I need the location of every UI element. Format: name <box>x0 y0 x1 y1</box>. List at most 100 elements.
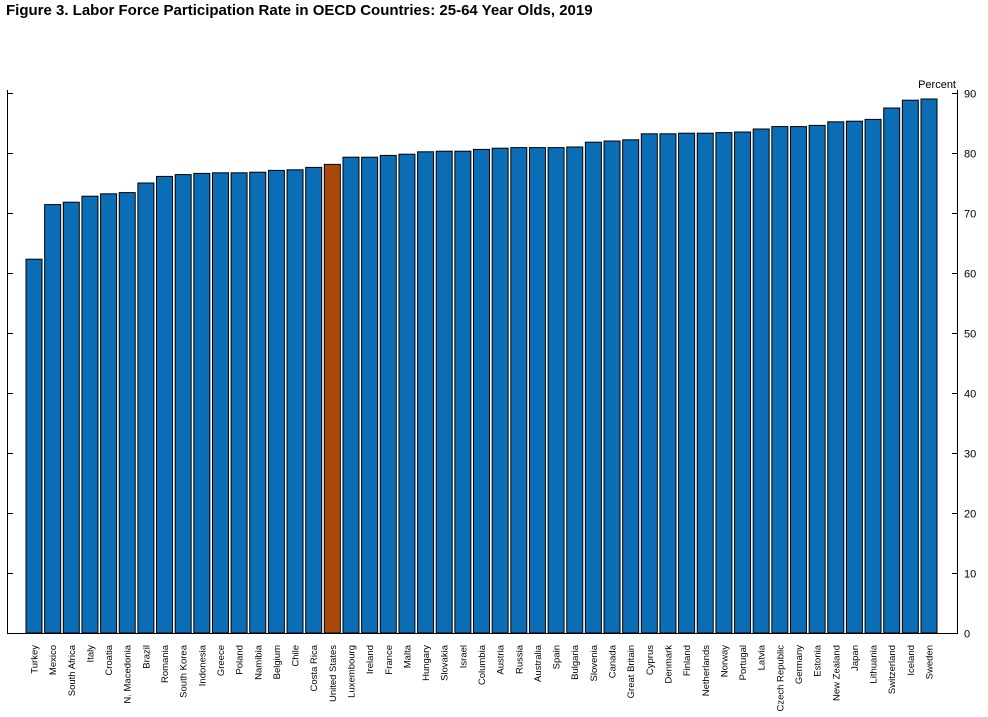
bar-israel <box>454 150 472 634</box>
x-tick-label: Malta <box>402 644 413 668</box>
bar-mexico <box>44 204 62 634</box>
x-tick-label: Hungary <box>421 645 432 681</box>
bar-spain <box>547 147 565 634</box>
x-tick-label: Finland <box>682 645 693 676</box>
bar-south-korea <box>174 174 192 634</box>
bar-columbia <box>473 148 490 634</box>
bar-chile <box>286 169 304 634</box>
y-tick-label: 70 <box>964 209 976 221</box>
x-tick-label: Slovenia <box>589 644 600 681</box>
x-tick-label: Costa Rica <box>309 644 320 691</box>
bar-canada <box>603 140 621 634</box>
y-tick-label: 80 <box>964 149 976 161</box>
y-axis-label: Percent <box>918 79 956 91</box>
x-tick-label: Austria <box>496 644 507 674</box>
y-tick-label: 60 <box>964 269 976 281</box>
bar-australia <box>528 147 546 634</box>
bar-czech-republic <box>771 126 789 634</box>
x-tick-label: New Zealand <box>831 645 842 701</box>
bar-slovakia <box>435 150 453 634</box>
y-tick-label: 40 <box>964 389 976 401</box>
x-tick-label: Mexico <box>48 645 59 675</box>
bar-estonia <box>808 124 826 634</box>
x-tick-label: Italy <box>85 645 96 663</box>
bar-france <box>379 154 397 634</box>
x-tick-label: Sweden <box>925 645 936 679</box>
x-tick-label: Lithuania <box>869 644 880 683</box>
y-axis-ticks: 0 10 20 30 40 50 60 70 80 90 <box>7 89 976 641</box>
bar-sweden <box>920 98 938 634</box>
x-tick-label: Latvia <box>757 644 768 670</box>
bar-japan <box>845 120 863 634</box>
bar-slovenia <box>584 141 602 634</box>
x-tick-label: Canada <box>608 644 619 678</box>
x-tick-label: Poland <box>235 645 246 675</box>
bar-namibia <box>249 171 267 634</box>
bar-croatia <box>100 193 118 634</box>
bar-indonesia <box>193 172 211 634</box>
x-tick-label: United States <box>328 645 339 702</box>
bar-iceland <box>901 99 919 634</box>
x-tick-label: Indonesia <box>197 644 208 686</box>
x-tick-label: Columbia <box>477 644 488 685</box>
bar-belgium <box>267 169 285 634</box>
x-tick-label: Brazil <box>141 645 152 669</box>
x-tick-label: Namibia <box>253 644 264 680</box>
bar-turkey <box>25 258 43 634</box>
y-tick-label: 20 <box>964 509 976 521</box>
bar-united-states <box>323 163 341 634</box>
bar-netherlands <box>696 132 714 634</box>
x-tick-label: Netherlands <box>701 645 712 696</box>
y-tick-label: 0 <box>964 629 970 641</box>
bar-n-macedonia <box>118 192 136 634</box>
bar-new-zealand <box>827 121 845 634</box>
bar-denmark <box>659 133 677 634</box>
x-tick-label: Iceland <box>906 645 917 676</box>
y-tick-label: 90 <box>964 89 976 101</box>
bar-greece <box>211 172 229 634</box>
x-axis-labels: Turkey Mexico South Africa Italy Croatia N. M… <box>30 644 936 711</box>
x-tick-label: Australia <box>533 644 544 682</box>
x-tick-label: Belgium <box>272 645 283 679</box>
x-tick-label: Ireland <box>365 645 376 674</box>
bar-italy <box>81 195 99 634</box>
x-tick-label: N. Macedonia <box>123 644 134 703</box>
x-tick-label: Spain <box>552 645 563 669</box>
x-tick-label: Czech Republic <box>775 645 786 712</box>
bar-switzerland <box>883 107 901 634</box>
y-tick-label: 10 <box>964 569 976 581</box>
bar-poland <box>230 172 248 634</box>
x-tick-label: Germany <box>794 645 805 684</box>
x-tick-label: Norway <box>719 645 730 677</box>
x-tick-label: Estonia <box>813 644 824 676</box>
bar-germany <box>789 126 807 634</box>
bar-portugal <box>734 131 752 634</box>
bar-great-britain <box>622 139 640 634</box>
x-tick-label: Turkey <box>30 645 41 674</box>
bar-brazil <box>137 182 155 634</box>
bar-latvia <box>752 128 770 634</box>
x-tick-label: Portugal <box>738 645 749 680</box>
bar-hungary <box>417 151 435 634</box>
axes-group <box>7 90 958 634</box>
x-tick-label: Romania <box>160 644 171 683</box>
x-tick-label: Switzerland <box>887 645 898 694</box>
x-tick-label: Great Britain <box>626 645 637 698</box>
bar-finland <box>678 132 696 634</box>
bar-russia <box>510 147 528 634</box>
y-tick-label: 30 <box>964 449 976 461</box>
x-tick-label: France <box>384 645 395 675</box>
x-tick-label: Croatia <box>104 644 115 675</box>
bar-cyprus <box>640 133 658 634</box>
x-tick-label: Slovakia <box>440 644 451 681</box>
x-tick-label: South Africa <box>67 644 78 696</box>
bar-lithuania <box>864 118 882 634</box>
x-tick-label: Greece <box>216 645 227 676</box>
x-tick-label: Bulgaria <box>570 644 581 680</box>
bar-norway <box>715 132 733 634</box>
x-tick-label: Russia <box>514 644 525 674</box>
bar-austria <box>491 147 509 634</box>
bar-ireland <box>361 156 379 634</box>
bar-south-africa <box>62 201 80 634</box>
